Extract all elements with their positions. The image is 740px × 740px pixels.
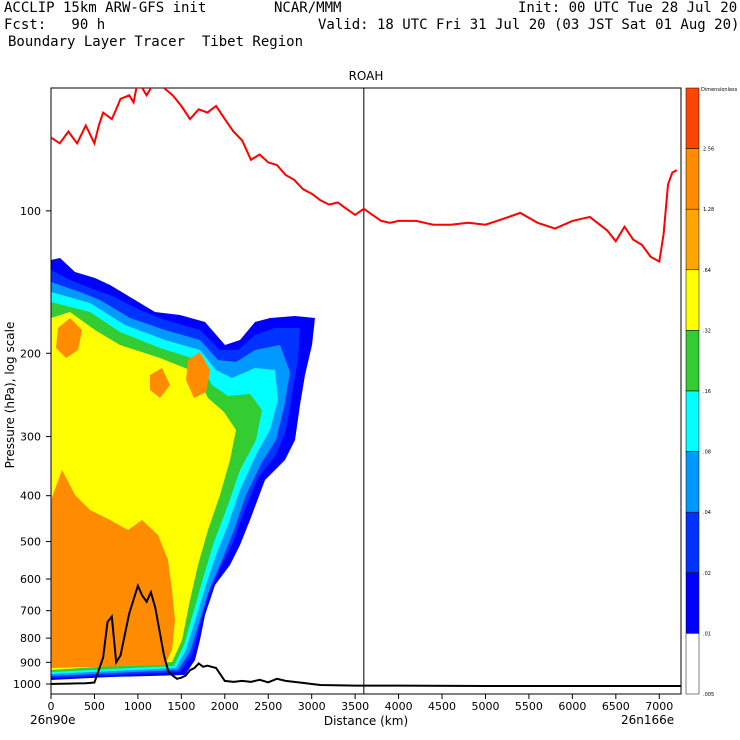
colorbar-level-label: 2.56: [703, 147, 714, 153]
x-tick-label: 5500: [515, 700, 543, 713]
x-tick-label: 7000: [645, 700, 673, 713]
colorbar-level-label: 1.28: [703, 207, 714, 213]
x-tick-label: 2500: [254, 700, 282, 713]
x-tick-label: 3500: [341, 700, 369, 713]
x-tick-label: 1000: [124, 700, 152, 713]
colorbar-level-label: .64: [703, 268, 711, 274]
y-tick-label: 1000: [13, 678, 41, 691]
colorbar-swatch: [685, 633, 700, 695]
y-axis-ticks: 100 200 300 400 500 600 700 800 900 1000: [13, 205, 51, 691]
x-tick-label: 5000: [471, 700, 499, 713]
x-tick-label: 2000: [211, 700, 239, 713]
institution-label: NCAR/MMM: [274, 0, 342, 16]
tracer-fill-0.64c: [186, 352, 210, 398]
colorbar-level-label: .005: [703, 692, 714, 698]
chart-title: ROAH: [349, 69, 384, 83]
colorbar-level-label: .04: [703, 510, 711, 516]
x-axis-ticks: 0 500 1000 1500 2000 2500 3000 3500 4000 4500 5000…: [48, 694, 673, 713]
x-tick-label: 6500: [602, 700, 630, 713]
model-title: ACCLIP 15km ARW-GFS init: [4, 0, 207, 16]
colorbar-level-label: .01: [703, 631, 711, 637]
x-tick-label: 1500: [167, 700, 195, 713]
x-axis-label: Distance (km): [324, 714, 408, 728]
colorbar-swatch: [685, 572, 700, 634]
x-tick-label: 500: [84, 700, 105, 713]
init-time: Init: 00 UTC Tue 28 Jul 20: [518, 0, 738, 16]
end-point-label: 26n166e: [621, 713, 674, 727]
y-tick-label: 200: [20, 347, 41, 360]
tropopause-line: [51, 88, 678, 264]
forecast-hour: Fcst: 90 h: [4, 17, 106, 33]
x-tick-label: 3000: [298, 700, 326, 713]
tracer-fill-0.64b: [56, 318, 82, 358]
colorbar: Dimensionless 2.56 1.28 .64 .32 .16 .08 .04 .02.…: [685, 87, 738, 698]
y-tick-label: 300: [20, 431, 41, 444]
y-tick-label: 500: [20, 536, 41, 549]
colorbar-level-label: .16: [703, 389, 711, 395]
colorbar-swatch: [685, 390, 700, 452]
tracer-fill-0.64: [51, 470, 175, 668]
x-tick-label: 6000: [558, 700, 586, 713]
colorbar-swatch: [685, 87, 700, 149]
y-tick-label: 600: [20, 573, 41, 586]
start-point-label: 26n90e: [30, 713, 76, 727]
y-tick-label: 100: [20, 205, 41, 218]
y-tick-label: 900: [20, 656, 41, 669]
x-tick-label: 4500: [428, 700, 456, 713]
x-tick-label: 4000: [385, 700, 413, 713]
tracer-fill-0.64d: [150, 368, 170, 398]
colorbar-swatch: [685, 269, 700, 331]
colorbar-swatch: [685, 330, 700, 392]
colorbar-level-label: .08: [703, 450, 711, 456]
colorbar-level-label: .02: [703, 571, 711, 577]
y-axis-label: Pressure (hPa), log scale: [3, 322, 17, 469]
field-name: Boundary Layer Tracer Tibet Region: [8, 34, 304, 50]
x-tick-label: 0: [48, 700, 55, 713]
colorbar-swatch: [685, 451, 700, 513]
colorbar-swatch: [685, 208, 700, 271]
tracer-shading: [51, 258, 315, 680]
y-tick-label: 400: [20, 490, 41, 503]
colorbar-swatch: [685, 148, 700, 210]
y-tick-label: 800: [20, 632, 41, 645]
terrain-line: [51, 582, 681, 687]
valid-time: Valid: 18 UTC Fri 31 Jul 20 (03 JST Sat …: [318, 17, 740, 33]
plot-frame: [50, 87, 682, 695]
colorbar-units: Dimensionless: [701, 87, 738, 93]
y-tick-label: 700: [20, 605, 41, 618]
colorbar-level-label: .32: [703, 328, 711, 334]
colorbar-swatch: [685, 511, 700, 574]
